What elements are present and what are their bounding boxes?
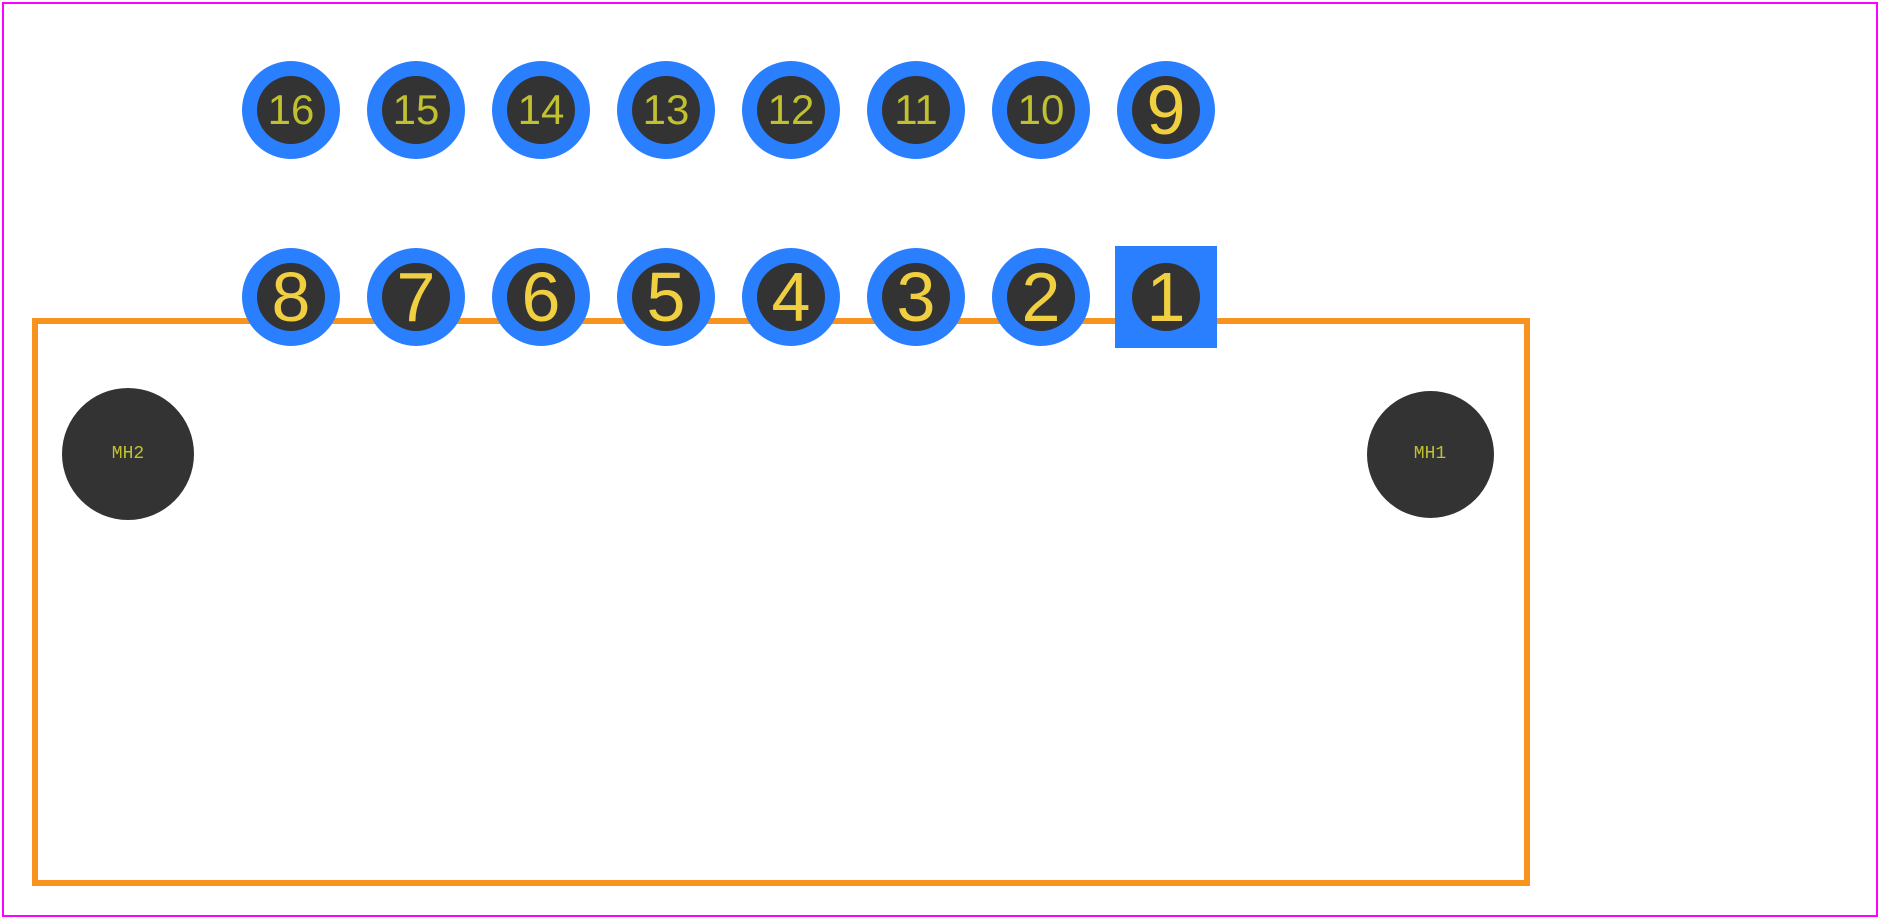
pad-label: 15 — [393, 89, 440, 131]
mounting-hole-mh1: MH1 — [1367, 391, 1494, 518]
pad-2: 2 — [992, 248, 1090, 346]
pad-14: 14 — [492, 61, 590, 159]
pad-5: 5 — [617, 248, 715, 346]
pad-label: 6 — [522, 262, 561, 332]
pad-6: 6 — [492, 248, 590, 346]
pad-1: 1 — [1115, 246, 1217, 348]
pad-10: 10 — [992, 61, 1090, 159]
component-outline — [32, 318, 1530, 886]
footprint-canvas: MH2 MH1 16 15 14 13 12 11 10 9 8 7 6 5 4 3 2 1 — [0, 0, 1880, 919]
pad-label: 8 — [272, 262, 311, 332]
pad-label: 2 — [1022, 262, 1061, 332]
pad-13: 13 — [617, 61, 715, 159]
pad-label: 11 — [894, 89, 938, 131]
pad-4: 4 — [742, 248, 840, 346]
pad-12: 12 — [742, 61, 840, 159]
pad-label: 12 — [768, 89, 815, 131]
pad-label: 7 — [397, 262, 436, 332]
pad-3: 3 — [867, 248, 965, 346]
mounting-hole-label: MH2 — [112, 444, 144, 464]
pad-9: 9 — [1117, 61, 1215, 159]
pad-label: 9 — [1147, 75, 1186, 145]
pad-label: 1 — [1147, 262, 1186, 332]
pad-7: 7 — [367, 248, 465, 346]
pad-label: 5 — [647, 262, 686, 332]
pad-label: 3 — [897, 262, 936, 332]
pad-label: 10 — [1018, 89, 1065, 131]
pad-label: 14 — [518, 89, 565, 131]
pad-label: 13 — [643, 89, 690, 131]
mounting-hole-mh2: MH2 — [62, 388, 194, 520]
pad-8: 8 — [242, 248, 340, 346]
pad-label: 4 — [772, 262, 811, 332]
mounting-hole-label: MH1 — [1414, 444, 1446, 464]
pad-16: 16 — [242, 61, 340, 159]
pad-label: 16 — [268, 89, 315, 131]
pad-15: 15 — [367, 61, 465, 159]
pad-11: 11 — [867, 61, 965, 159]
